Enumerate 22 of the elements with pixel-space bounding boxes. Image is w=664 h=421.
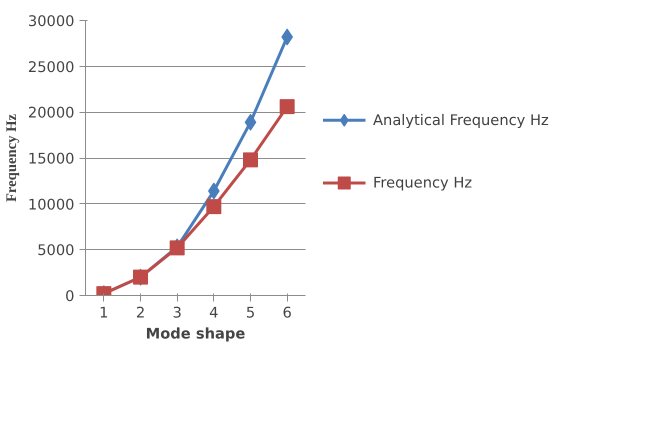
point [280,99,295,114]
y-tick-label: 10000 [28,196,74,214]
y-tick-label: 25000 [28,58,74,76]
x-tick-label: 4 [209,304,218,322]
point [208,182,220,200]
legend-label: Analytical Frequency Hz [373,112,550,129]
x-tick-label: 6 [282,304,292,322]
legend-label: Frequency Hz [373,174,472,192]
y-tick-label: 30000 [28,13,74,30]
x-tick-label: 5 [246,304,256,322]
x-tick-label: 2 [136,304,146,322]
point [281,28,293,46]
y-axis-title: Frequency Hz [4,113,20,202]
y-tick-label: 0 [65,288,75,305]
y-tick-label: 20000 [28,104,74,122]
x-tick-label: 1 [99,304,108,322]
y-tick-label: 5000 [37,242,75,260]
y-tick-label: 15000 [28,150,74,168]
x-tick-label: 3 [172,304,182,322]
x-axis-title: Mode shape [146,326,246,342]
point [243,152,258,168]
point [206,199,222,214]
